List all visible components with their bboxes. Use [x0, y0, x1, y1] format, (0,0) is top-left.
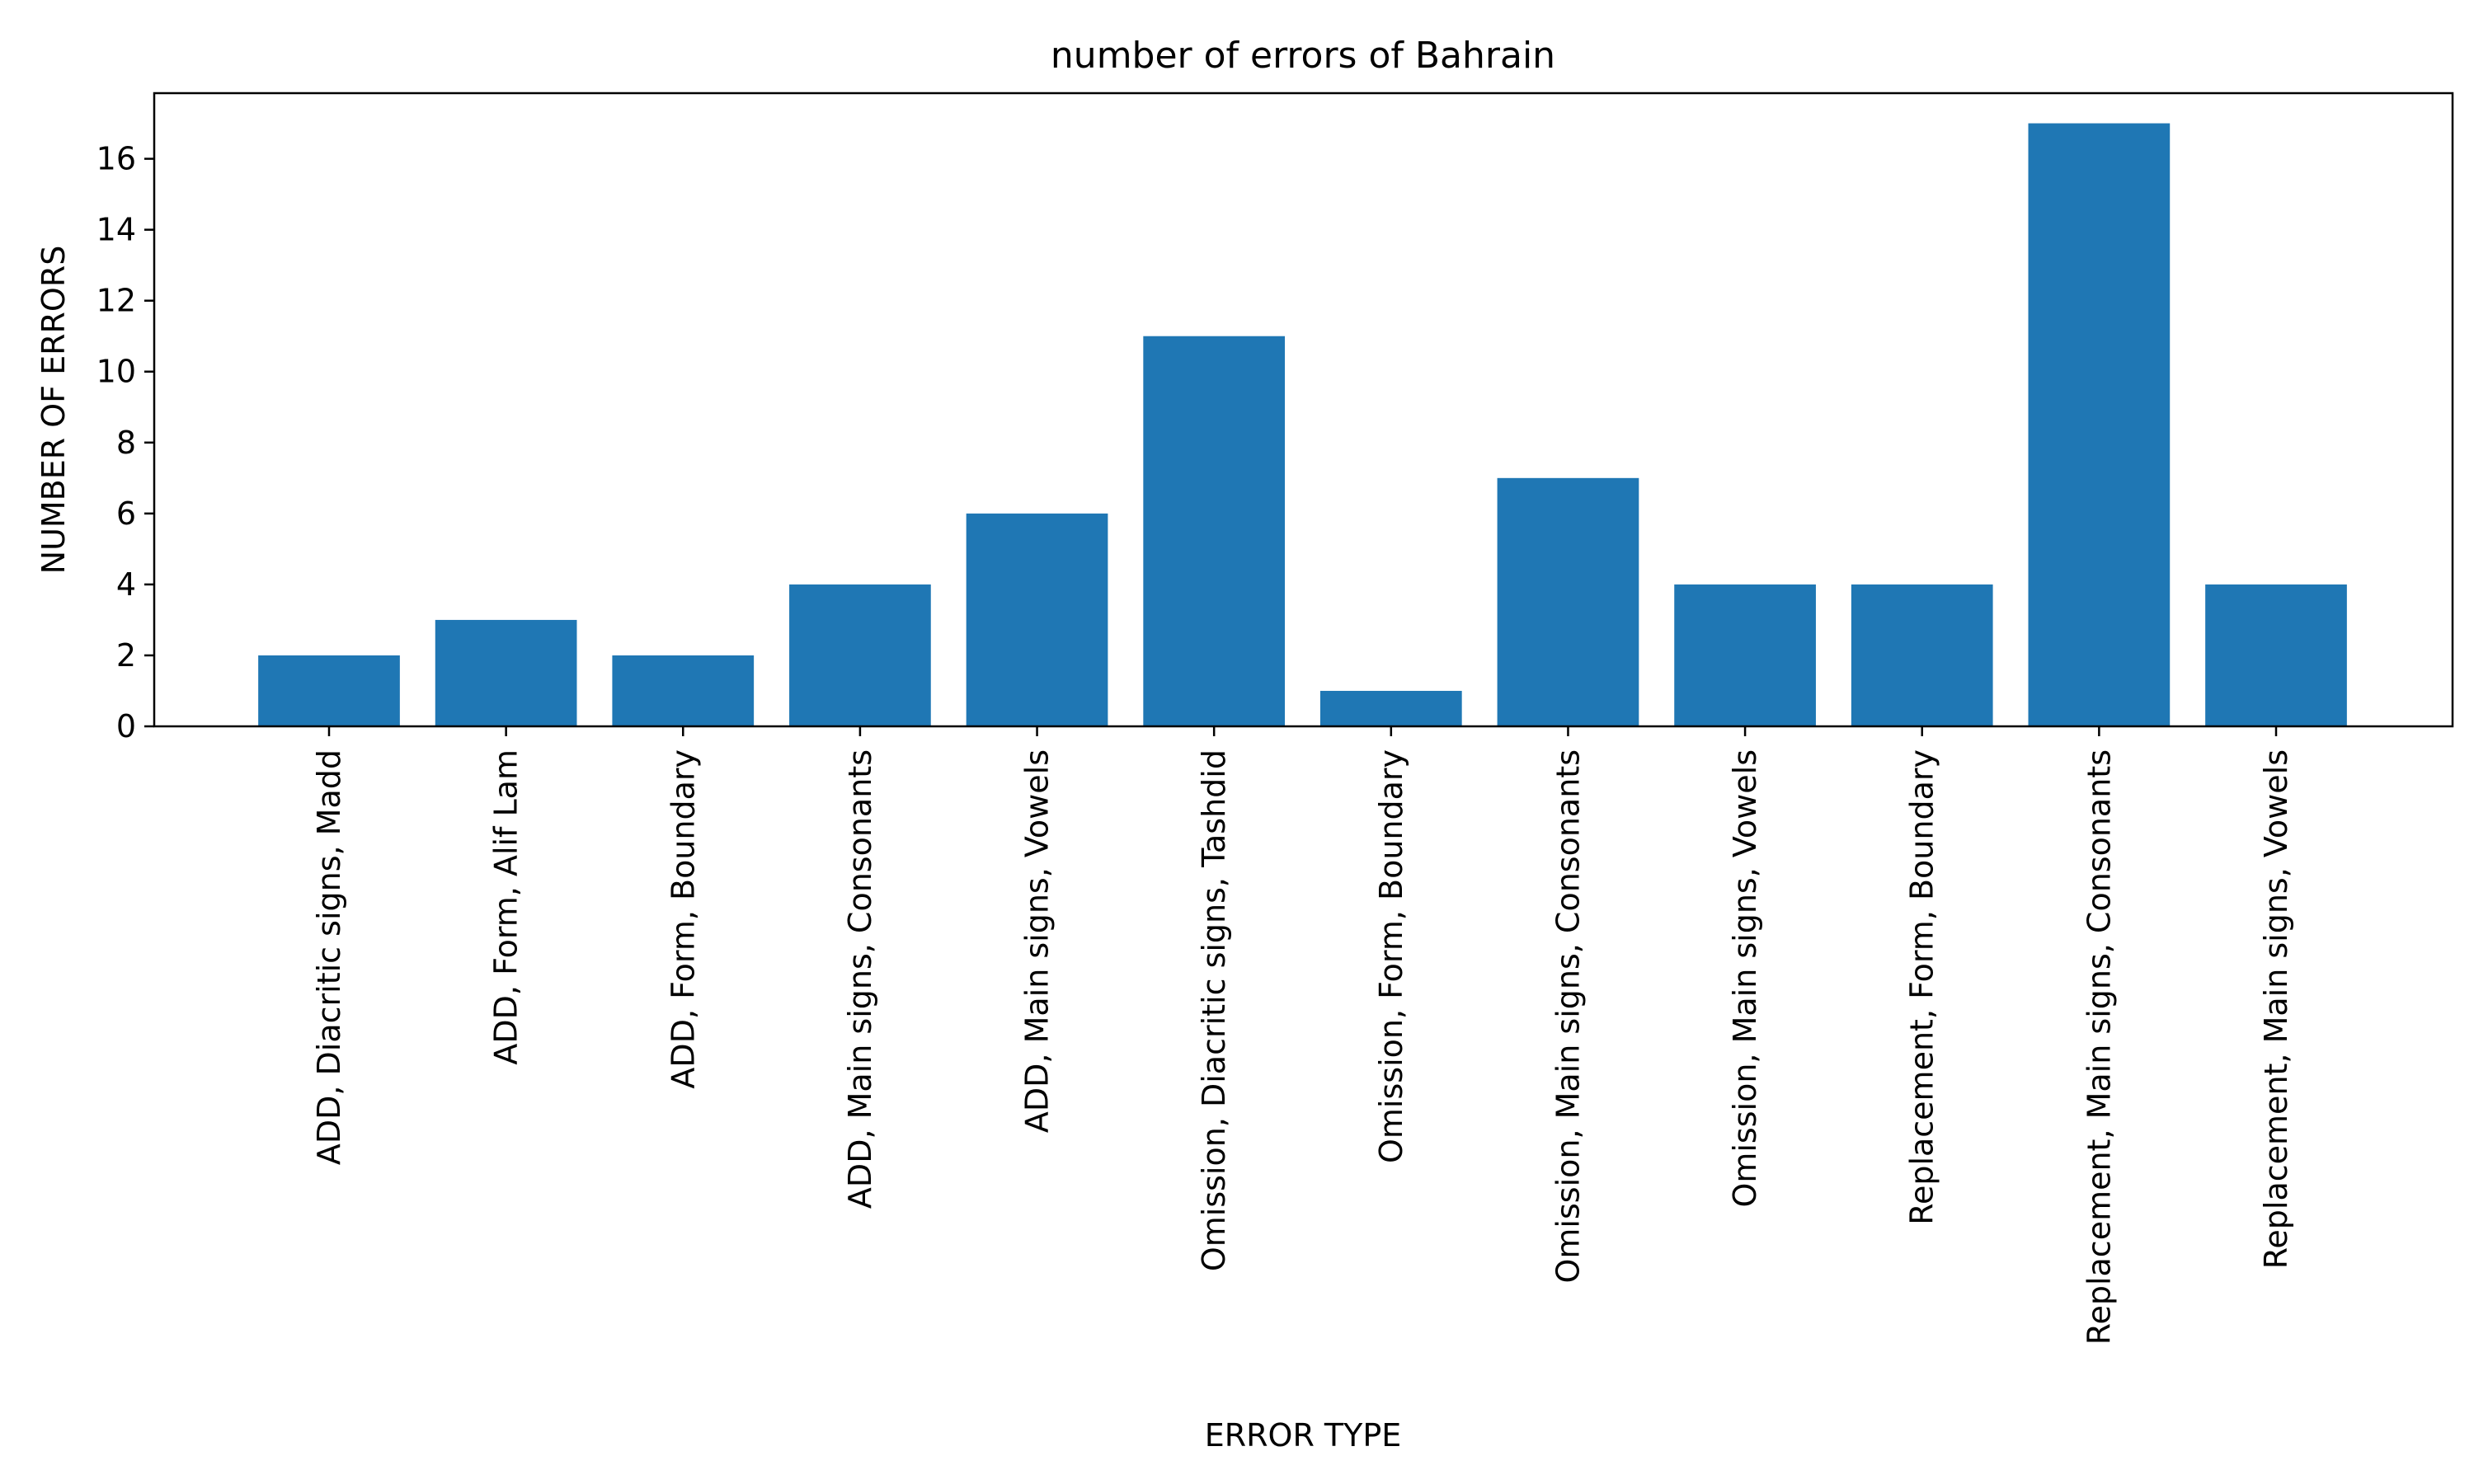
x-tick-label: Replacement, Main signs, Vowels [2258, 749, 2294, 1269]
y-tick-label: 8 [116, 425, 136, 461]
x-ticks-group: ADD, Diacritic signs, Madd ADD, Form, Ali… [311, 726, 2294, 1345]
bar [435, 619, 577, 726]
chart-title: number of errors of Bahrain [1051, 35, 1555, 77]
y-tick-label: 16 [96, 141, 136, 177]
x-axis-label: ERROR TYPE [1205, 1417, 1402, 1453]
x-tick-label: ADD, Form, Boundary [665, 749, 701, 1089]
bar [1674, 584, 1816, 726]
bar [966, 513, 1108, 726]
x-tick-label: ADD, Diacritic signs, Madd [311, 749, 347, 1165]
x-tick-label: Omission, Diacritic signs, Tashdid [1196, 749, 1232, 1271]
bar [789, 584, 931, 726]
x-tick-label: Replacement, Main signs, Consonants [2081, 749, 2117, 1345]
bars-group [258, 123, 2347, 727]
x-tick-label: Omission, Main signs, Consonants [1550, 749, 1586, 1284]
y-ticks-group: 0 2 4 6 8 10 12 14 16 [96, 141, 154, 744]
bar [2205, 584, 2347, 726]
x-tick-label: Replacement, Form, Boundary [1904, 749, 1940, 1225]
bar [258, 655, 400, 726]
y-tick-label: 12 [96, 283, 136, 319]
x-tick-label: Omission, Form, Boundary [1373, 749, 1409, 1163]
x-tick-label: ADD, Main signs, Vowels [1019, 749, 1056, 1133]
y-tick-label: 4 [116, 566, 136, 603]
bar [1851, 584, 1993, 726]
y-axis-label: NUMBER OF ERRORS [35, 246, 72, 575]
bar [2028, 123, 2171, 727]
y-tick-label: 0 [116, 708, 136, 744]
y-tick-label: 2 [116, 637, 136, 674]
x-tick-label: ADD, Main signs, Consonants [842, 749, 878, 1209]
bar [612, 655, 755, 726]
bar [1319, 690, 1462, 726]
bar [1143, 336, 1286, 726]
y-tick-label: 10 [96, 354, 136, 390]
y-tick-label: 14 [96, 212, 136, 248]
x-tick-label: Omission, Main signs, Vowels [1727, 749, 1763, 1208]
plot-frame [153, 92, 2454, 728]
bar [1497, 477, 1639, 726]
y-tick-label: 6 [116, 495, 136, 532]
x-tick-label: ADD, Form, Alif Lam [488, 749, 524, 1065]
